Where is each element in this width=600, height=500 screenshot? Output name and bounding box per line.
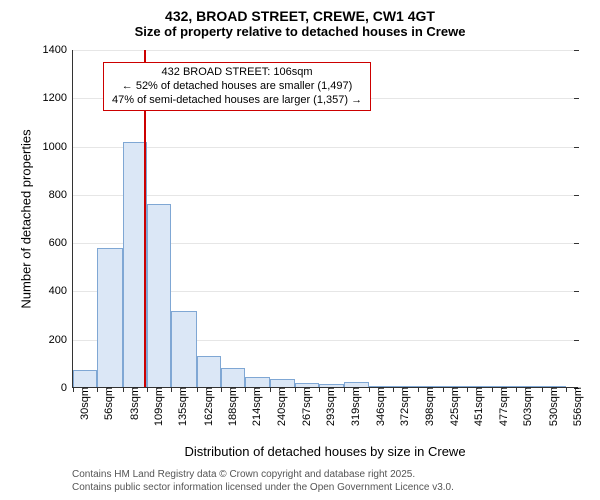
footnote-line: Contains HM Land Registry data © Crown c… <box>72 469 454 482</box>
y-tick-label: 400 <box>49 285 73 297</box>
x-tick-label: 83sqm <box>123 387 141 420</box>
x-tick-label: 530sqm <box>542 387 560 426</box>
x-tick-label: 425sqm <box>443 387 461 426</box>
x-tick-label: 372sqm <box>393 387 411 426</box>
annotation-box: 432 BROAD STREET: 106sqm← 52% of detache… <box>103 62 371 111</box>
y-tick-mark <box>574 147 579 148</box>
y-tick-label: 0 <box>61 382 73 394</box>
chart-area: 0200400600800100012001400432 BROAD STREE… <box>72 50 578 388</box>
x-axis-label: Distribution of detached houses by size … <box>184 444 465 459</box>
x-tick-label: 346sqm <box>369 387 387 426</box>
histogram-bar <box>97 248 122 387</box>
y-gridline <box>73 147 578 148</box>
y-tick-label: 1400 <box>43 44 73 56</box>
x-tick-label: 556sqm <box>566 387 584 426</box>
y-tick-mark <box>574 243 579 244</box>
x-tick-label: 162sqm <box>197 387 215 426</box>
chart-title-sub: Size of property relative to detached ho… <box>10 24 590 39</box>
y-tick-label: 1200 <box>43 92 73 104</box>
histogram-bar <box>245 377 269 387</box>
chart-footnote: Contains HM Land Registry data © Crown c… <box>72 469 454 494</box>
x-tick-label: 319sqm <box>344 387 362 426</box>
x-tick-label: 503sqm <box>516 387 534 426</box>
y-gridline <box>73 50 578 51</box>
annotation-line: ← 52% of detached houses are smaller (1,… <box>112 80 362 94</box>
y-tick-mark <box>574 50 579 51</box>
x-tick-label: 451sqm <box>467 387 485 426</box>
histogram-bar <box>73 370 97 387</box>
y-axis-label: Number of detached properties <box>19 129 34 308</box>
chart-plot: 0200400600800100012001400432 BROAD STREE… <box>72 50 578 388</box>
x-tick-label: 477sqm <box>492 387 510 426</box>
x-tick-label: 267sqm <box>295 387 313 426</box>
x-tick-label: 30sqm <box>73 387 91 420</box>
y-tick-label: 200 <box>49 334 73 346</box>
y-tick-label: 1000 <box>43 141 73 153</box>
x-tick-label: 240sqm <box>270 387 288 426</box>
annotation-line: 432 BROAD STREET: 106sqm <box>112 66 362 80</box>
histogram-bar <box>197 356 221 387</box>
x-tick-label: 135sqm <box>171 387 189 426</box>
x-tick-label: 109sqm <box>147 387 165 426</box>
x-tick-label: 214sqm <box>245 387 263 426</box>
histogram-bar <box>147 204 171 387</box>
chart-title-main: 432, BROAD STREET, CREWE, CW1 4GT <box>10 8 590 24</box>
y-tick-mark <box>574 98 579 99</box>
x-tick-label: 188sqm <box>221 387 239 426</box>
y-tick-mark <box>574 195 579 196</box>
y-tick-mark <box>574 291 579 292</box>
x-tick-label: 56sqm <box>97 387 115 420</box>
y-tick-label: 600 <box>49 237 73 249</box>
y-tick-label: 800 <box>49 189 73 201</box>
annotation-line: 47% of semi-detached houses are larger (… <box>112 94 362 108</box>
x-tick-label: 293sqm <box>319 387 337 426</box>
y-tick-mark <box>574 340 579 341</box>
histogram-bar <box>221 368 245 387</box>
histogram-bar <box>270 379 295 387</box>
footnote-line: Contains public sector information licen… <box>72 482 454 495</box>
histogram-bar <box>171 311 196 387</box>
chart-title-block: 432, BROAD STREET, CREWE, CW1 4GT Size o… <box>0 0 600 41</box>
y-gridline <box>73 195 578 196</box>
x-tick-label: 398sqm <box>418 387 436 426</box>
